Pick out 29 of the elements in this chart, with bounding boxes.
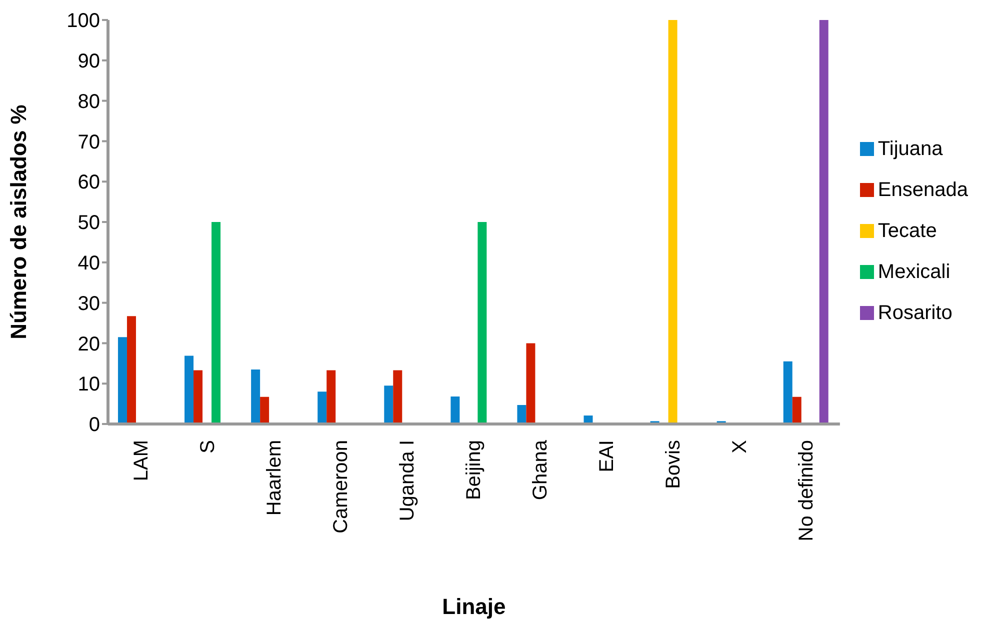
x-tick-label: LAM xyxy=(130,440,152,482)
x-tick-label: Haarlem xyxy=(263,440,286,516)
legend-label: Ensenada xyxy=(878,178,968,200)
y-tick-label: 90 xyxy=(78,50,100,72)
x-tick-label: X xyxy=(729,440,752,454)
y-tick-label: 80 xyxy=(78,90,100,113)
x-tick-label: No definido xyxy=(796,440,818,542)
legend-label: Rosarito xyxy=(878,302,952,324)
x-tick-label: Cameroon xyxy=(330,440,352,534)
x-tick-label: Beijing xyxy=(462,440,485,500)
y-tick-label: 30 xyxy=(78,292,100,315)
x-tick-label: S xyxy=(196,440,219,454)
legend-label: Tecate xyxy=(878,220,937,242)
y-tick-label: 40 xyxy=(78,252,100,274)
y-tick-label: 0 xyxy=(88,414,100,436)
x-tick-label: Bovis xyxy=(662,440,685,489)
y-tick-label: 60 xyxy=(78,172,100,194)
x-tick-label: Uganda I xyxy=(396,440,418,522)
y-tick-label: 50 xyxy=(78,212,100,234)
legend-label: Mexicali xyxy=(878,260,950,282)
y-tick-label: 20 xyxy=(78,333,100,356)
x-tick-label: EAI xyxy=(596,440,618,472)
y-tick-label: 70 xyxy=(78,131,100,154)
y-tick-label: 10 xyxy=(78,374,100,396)
y-tick-label: 100 xyxy=(66,10,100,32)
legend-label: Tijuana xyxy=(878,138,943,160)
x-axis-title: Linaje xyxy=(442,594,506,619)
y-axis-title: Número de aislados % xyxy=(6,104,31,340)
x-tick-label: Ghana xyxy=(530,439,552,500)
